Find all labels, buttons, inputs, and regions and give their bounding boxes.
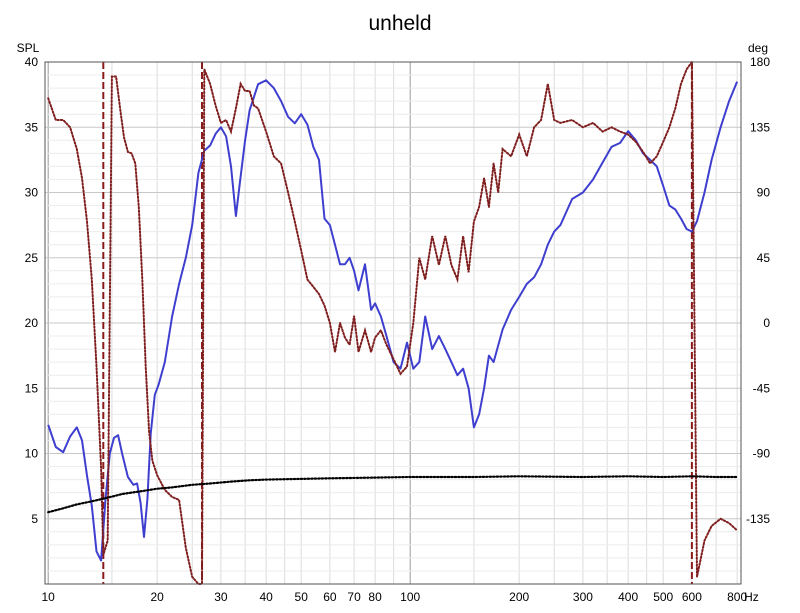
y-right-tick-label: 90 [757,186,771,200]
series-line-coherence [47,475,739,514]
y-left-tick-labels: 5 10 15 20 25 30 35 40 [25,55,39,526]
x-tick-label: 80 [368,590,382,604]
y-axis-right-label: deg [748,41,768,55]
y-left-tick-label: 35 [25,120,39,134]
x-tick-label: 30 [214,590,228,604]
y-right-tick-labels: 180 135 90 45 0 -45 -90 -135 [746,55,770,526]
plot-frame [44,61,742,585]
y-left-tick-label: 20 [25,316,39,330]
y-left-tick-label: 10 [25,447,39,461]
x-tick-label: 100 [400,590,420,604]
x-tick-label: 70 [347,590,361,604]
series-line-phase [47,58,739,585]
y-right-tick-label: -90 [753,447,771,461]
x-tick-label: 600 [682,590,702,604]
x-axis-unit-label: Hz [744,590,759,604]
y-right-tick-label: 180 [750,55,770,69]
y-left-tick-label: 30 [25,186,39,200]
x-tick-label: 200 [509,590,529,604]
x-tick-label: 10 [41,590,55,604]
x-tick-labels: 10 20 30 40 50 60 70 80 100 200 300 400 500 600 800 [41,590,747,604]
y-right-tick-label: -135 [746,512,770,526]
y-left-tick-label: 5 [31,512,38,526]
y-right-tick-label: 135 [750,120,770,134]
x-tick-label: 50 [295,590,309,604]
y-right-tick-label: 45 [757,251,771,265]
y-left-tick-label: 40 [25,55,39,69]
chart-title: unheld [368,12,431,35]
y-axis-left-label: SPL [17,41,40,55]
x-tick-label: 500 [653,590,673,604]
y-right-tick-label: -45 [753,381,771,395]
y-right-tick-label: 0 [763,316,770,330]
x-tick-label: 20 [150,590,164,604]
x-tick-label: 300 [573,590,593,604]
x-tick-label: 800 [727,590,747,604]
y-left-tick-label: 15 [25,381,39,395]
x-tick-label: 40 [259,590,273,604]
x-tick-label: 400 [618,590,638,604]
y-left-tick-label: 25 [25,251,39,265]
series-lines [47,58,739,585]
series-line-spl [47,79,739,562]
x-tick-label: 60 [323,590,337,604]
